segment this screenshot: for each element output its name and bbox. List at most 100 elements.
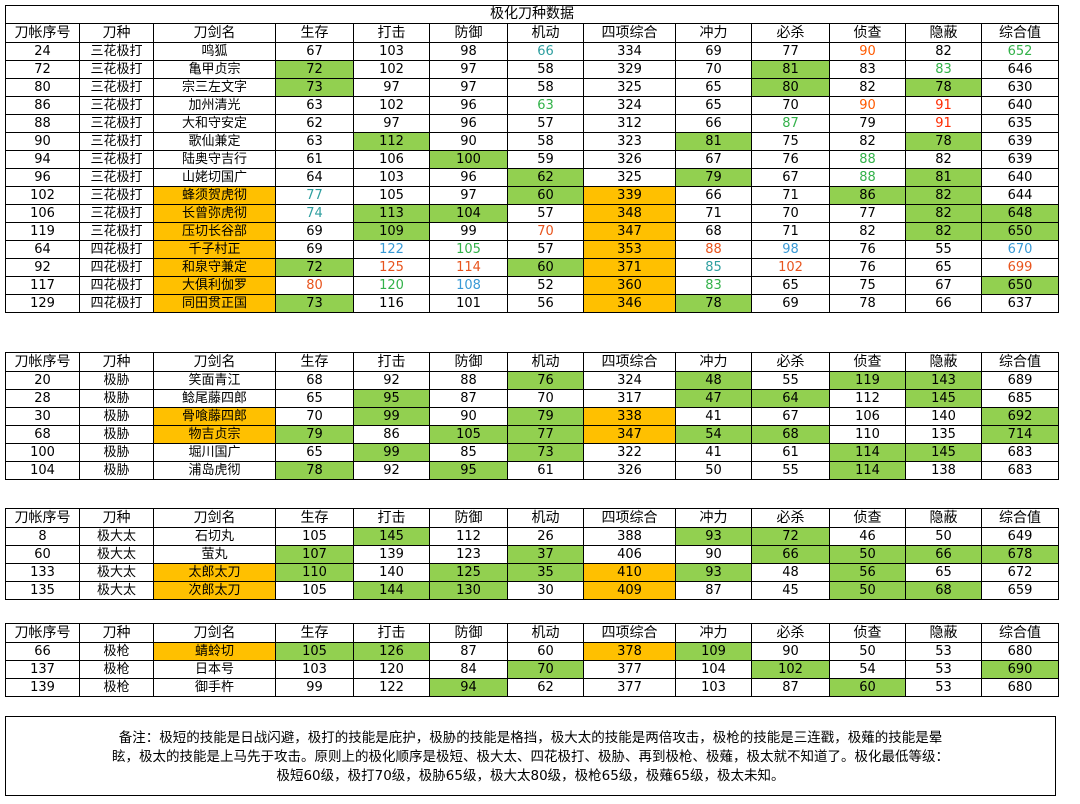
table-cell: 378	[583, 642, 676, 661]
table-cell: 68	[675, 222, 752, 241]
table-cell: 685	[981, 389, 1059, 408]
column-header: 机动	[507, 508, 584, 528]
table-row: 72 三花极打 亀甲贞宗 72 102 97 58 329 70 81 83 83 646	[5, 60, 1060, 79]
table-cell: 82	[829, 78, 906, 97]
column-header: 防御	[429, 352, 508, 372]
table-cell: 105	[275, 642, 354, 661]
table-cell: 125	[353, 258, 430, 277]
table-cell: 105	[429, 425, 508, 444]
table-cell: 122	[353, 678, 430, 697]
table-row: 28 极胁 鲶尾藤四郎 65 95 87 70 317 47 64 112 145 685	[5, 389, 1059, 408]
column-header: 刀帐序号	[5, 23, 80, 43]
column-header: 防御	[429, 508, 508, 528]
table-cell: 135	[905, 425, 982, 444]
table-cell: 326	[583, 461, 676, 480]
table-cell: 62	[507, 678, 584, 697]
table-cell: 66	[905, 545, 982, 564]
table-cell: 57	[507, 240, 584, 259]
table-cell: 加州清光	[153, 96, 276, 115]
table-cell: 69	[275, 240, 354, 259]
table-row: 60 极大太 萤丸 107 139 123 37 406 90 66 50 66 678	[5, 545, 1059, 564]
table-cell: 114	[829, 461, 906, 480]
table-cell: 亀甲贞宗	[153, 60, 276, 79]
table-cell: 石切丸	[153, 527, 276, 546]
table-cell: 78	[905, 78, 982, 97]
table-cell: 108	[429, 276, 508, 295]
table-cell: 79	[275, 425, 354, 444]
table-cell: 637	[980, 294, 1060, 313]
table-cell: 377	[583, 678, 676, 697]
column-header: 打击	[353, 623, 430, 643]
table-cell: 50	[829, 545, 906, 564]
table-cell: 101	[429, 294, 508, 313]
table-cell: 64	[751, 389, 830, 408]
table-cell: 59	[507, 150, 584, 169]
table-cell: 338	[583, 407, 676, 426]
table-cell: 90	[829, 42, 906, 61]
table-cell: 82	[905, 186, 982, 205]
table-cell: 66	[675, 186, 752, 205]
table-cell: 三花极打	[79, 60, 154, 79]
table-cell: 68	[751, 425, 830, 444]
table-cell: 112	[429, 527, 508, 546]
table-cell: 639	[980, 150, 1060, 169]
table-cell: 68	[275, 371, 354, 390]
table-cell: 329	[583, 60, 676, 79]
table-cell: 104	[675, 660, 752, 679]
notes-box: 备注：极短的技能是日战闪避，极打的技能是庇护，极胁的技能是格挡，极大太的技能是两…	[5, 716, 1056, 796]
table-cell: 119	[829, 371, 906, 390]
table-cell: 96	[5, 168, 80, 187]
table-cell: 62	[507, 168, 584, 187]
table-cell: 371	[583, 258, 676, 277]
table-cell: 次郎太刀	[153, 581, 276, 600]
table-row: 137 极枪 日本号 103 120 84 70 377 104 102 54 53 690	[5, 660, 1059, 679]
column-header: 刀种	[79, 352, 154, 372]
table-cell: 96	[429, 168, 508, 187]
table-cell: 139	[5, 678, 80, 697]
column-header: 必杀	[751, 508, 830, 528]
table-cell: 88	[429, 371, 508, 390]
column-header: 打击	[353, 23, 430, 43]
table-cell: 102	[751, 258, 830, 277]
table-row: 20 极胁 笑面青江 68 92 88 76 324 48 55 119 143 689	[5, 371, 1059, 390]
table-cell: 99	[275, 678, 354, 697]
table-cell: 683	[981, 443, 1059, 462]
table-cell: 60	[829, 678, 906, 697]
table-title: 极化刀种数据	[4, 5, 1060, 24]
column-header: 侦查	[829, 623, 906, 643]
table-cell: 堀川国广	[153, 443, 276, 462]
table-cell: 70	[507, 389, 584, 408]
table-cell: 61	[507, 461, 584, 480]
column-header: 四项综合	[583, 623, 676, 643]
table-cell: 139	[353, 545, 430, 564]
column-header: 四项综合	[583, 508, 676, 528]
table-cell: 48	[675, 371, 752, 390]
table-cell: 67	[675, 150, 752, 169]
table-cell: 53	[905, 678, 982, 697]
column-header: 综合值	[981, 508, 1059, 528]
table-cell: 109	[675, 642, 752, 661]
table-cell: 106	[5, 204, 80, 223]
table-cell: 90	[675, 545, 752, 564]
table-cell: 78	[275, 461, 354, 480]
table-cell: 86	[5, 96, 80, 115]
table-cell: 77	[507, 425, 584, 444]
table-row: 94 三花极打 陆奥守吉行 61 106 100 59 326 67 76 88 82 639	[5, 150, 1060, 169]
table-cell: 四花极打	[79, 276, 154, 295]
table-cell: 极胁	[79, 371, 154, 390]
table-cell: 50	[905, 527, 982, 546]
table-cell: 137	[5, 660, 80, 679]
table-cell: 65	[675, 78, 752, 97]
table-row: 24 三花极打 鸣狐 67 103 98 66 334 69 77 90 82 652	[5, 42, 1060, 61]
table-cell: 67	[275, 42, 354, 61]
table-cell: 72	[275, 258, 354, 277]
table-cell: 92	[353, 371, 430, 390]
column-header: 综合值	[981, 352, 1059, 372]
table-row: 102 三花极打 蜂须贺虎彻 77 105 97 60 339 66 71 86 82 644	[5, 186, 1060, 205]
table-cell: 35	[507, 563, 584, 582]
column-header: 冲力	[675, 508, 752, 528]
table-cell: 20	[5, 371, 80, 390]
table-cell: 67	[905, 276, 982, 295]
table-cell: 80	[751, 78, 830, 97]
table-cell: 680	[981, 642, 1059, 661]
